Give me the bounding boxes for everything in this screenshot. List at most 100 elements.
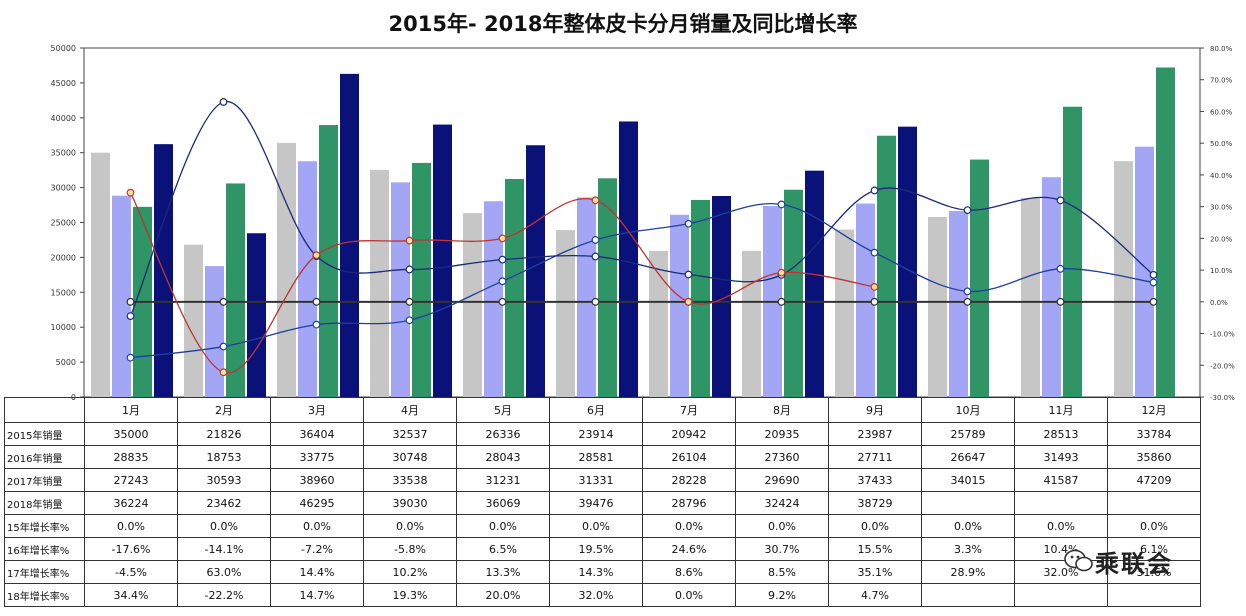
- table-cell: 28581: [549, 445, 643, 469]
- table-cell: 20935: [735, 422, 829, 446]
- bar: [505, 179, 524, 397]
- chart-plot: 0 5000 10000 15000 20000 25000 30000 35000 40000…: [51, 44, 1236, 400]
- table-row: 2016年销量 28835 18753 33775 30748 28043 28581 261…: [4, 445, 1201, 469]
- growth-point: [684, 270, 693, 279]
- bar: [805, 170, 824, 397]
- growth-point: [1149, 278, 1158, 287]
- table-cell: 33784: [1107, 422, 1201, 446]
- table-cell: 0.0%: [363, 514, 457, 538]
- table-cell: [1107, 491, 1201, 515]
- bar: [340, 73, 359, 397]
- growth-point: [777, 268, 786, 277]
- table-cell: 36224: [84, 491, 178, 515]
- bar: [691, 199, 710, 397]
- table-cell: 8.6%: [642, 560, 736, 584]
- bar: [484, 201, 503, 397]
- table-cell: 31.6%: [1107, 560, 1201, 584]
- y-tick-label: 30000: [51, 184, 76, 193]
- table-cell: 6.1%: [1107, 537, 1201, 561]
- row-label: 2018年销量: [4, 491, 85, 515]
- table-cell: 0.0%: [1014, 514, 1108, 538]
- month-header: 3月: [270, 397, 364, 423]
- table-row: 17年增长率% -4.5% 63.0% 14.4% 10.2% 13.3% 14.3% 8.6…: [4, 560, 1201, 584]
- chart-title: 2015年- 2018年整体皮卡分月销量及同比增长率: [388, 12, 858, 36]
- growth-point: [498, 255, 507, 264]
- growth-point: [1056, 297, 1065, 306]
- month-header: 8月: [735, 397, 829, 423]
- table-cell: 63.0%: [177, 560, 271, 584]
- table-cell: 18753: [177, 445, 271, 469]
- table-cell: 23914: [549, 422, 643, 446]
- table-cell: [1014, 491, 1108, 515]
- table-cell: 0.0%: [270, 514, 364, 538]
- table-cell: 26336: [456, 422, 550, 446]
- y-tick-label: 25000: [51, 219, 76, 228]
- month-header: 6月: [549, 397, 643, 423]
- month-header: 1月: [84, 397, 178, 423]
- table-cell: 9.2%: [735, 583, 829, 607]
- table-cell: 35.1%: [828, 560, 922, 584]
- y-tick-label: 35000: [51, 149, 76, 158]
- y-tick-label: 10000: [51, 323, 76, 332]
- table-cell: 26104: [642, 445, 736, 469]
- y2-tick-label: -10.0%: [1210, 331, 1235, 339]
- table-cell: 0.0%: [84, 514, 178, 538]
- bar: [877, 135, 896, 398]
- table-cell: -7.2%: [270, 537, 364, 561]
- table-cell: 6.5%: [456, 537, 550, 561]
- growth-point: [498, 297, 507, 306]
- table-cell: 14.3%: [549, 560, 643, 584]
- y2-tick-label: 30.0%: [1210, 204, 1233, 212]
- table-cell: 23987: [828, 422, 922, 446]
- y2-tick-label: 40.0%: [1210, 172, 1233, 180]
- bar: [949, 211, 968, 397]
- table-cell: 4.7%: [828, 583, 922, 607]
- bar: [226, 183, 245, 397]
- table-cell: 26647: [921, 445, 1015, 469]
- growth-point: [219, 368, 228, 377]
- table-cell: 0.0%: [642, 583, 736, 607]
- table-cell: 34015: [921, 468, 1015, 492]
- bar: [1042, 177, 1061, 397]
- table-cell: 39476: [549, 491, 643, 515]
- growth-point: [1149, 270, 1158, 279]
- table-row: 2018年销量 36224 23462 46295 39030 36069 39476 287…: [4, 491, 1201, 515]
- y2-tick-label: 50.0%: [1210, 140, 1233, 148]
- bar: [835, 229, 854, 397]
- growth-point: [219, 98, 228, 106]
- bar: [412, 162, 431, 397]
- table-cell: [1014, 583, 1108, 607]
- growth-point: [405, 236, 414, 245]
- y-tick-label: 5000: [56, 358, 76, 367]
- y2-tick-label: 10.0%: [1210, 267, 1233, 275]
- month-header: 7月: [642, 397, 736, 423]
- table-cell: 28228: [642, 468, 736, 492]
- y2-tick-label: -20.0%: [1210, 362, 1235, 370]
- growth-point: [126, 312, 135, 320]
- growth-point: [963, 206, 972, 215]
- table-row: 2015年销量 35000 21826 36404 32537 26336 23914 209…: [4, 422, 1201, 446]
- table-cell: 21826: [177, 422, 271, 446]
- bar: [784, 189, 803, 397]
- bar: [898, 126, 917, 398]
- watermark-text: 乘联会: [1095, 550, 1173, 578]
- row-label: 2016年销量: [4, 445, 85, 469]
- bar: [370, 169, 389, 397]
- table-cell: 31231: [456, 468, 550, 492]
- month-header: 5月: [456, 397, 550, 423]
- table-cell: 28513: [1014, 422, 1108, 446]
- row-label: 2015年销量: [4, 422, 85, 446]
- bar: [649, 250, 668, 397]
- y-tick-label: 40000: [51, 114, 76, 123]
- table-cell: 36069: [456, 491, 550, 515]
- table-cell: 32424: [735, 491, 829, 515]
- growth-point: [684, 297, 693, 306]
- table-cell: -14.1%: [177, 537, 271, 561]
- growth-point: [870, 297, 879, 306]
- table-cell: -4.5%: [84, 560, 178, 584]
- table-row: 16年增长率% -17.6% -14.1% -7.2% -5.8% 6.5% 19.5% 24…: [4, 537, 1201, 561]
- table-cell: 25789: [921, 422, 1015, 446]
- table-cell: 27360: [735, 445, 829, 469]
- y2-tick-label: 60.0%: [1210, 108, 1233, 116]
- table-cell: 34.4%: [84, 583, 178, 607]
